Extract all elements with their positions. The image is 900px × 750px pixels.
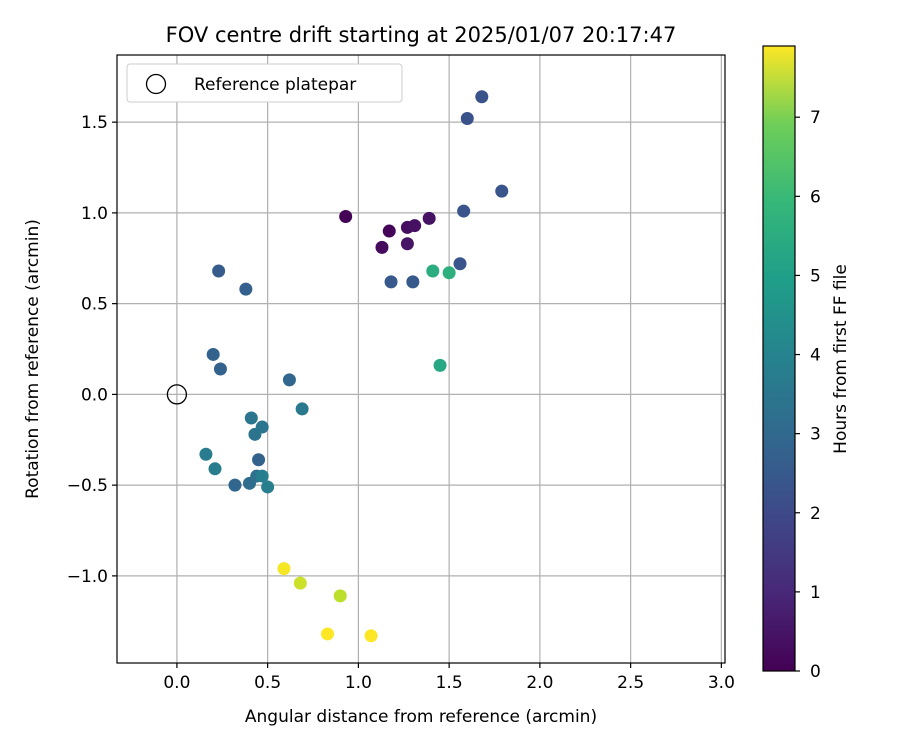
colorbar-ticks: 0 1 2 3 4 5 6 7 [795,108,821,682]
data-point [252,453,266,467]
colorbar-gradient [762,45,796,672]
data-point [375,240,389,254]
data-point [261,480,275,494]
data-point [208,462,222,476]
x-tick-label: 1.0 [345,673,372,693]
data-point [228,478,242,492]
colorbar-tick-label: 3 [810,425,821,445]
x-tick-label: 2.0 [526,673,553,693]
data-point [277,562,291,576]
data-point [255,469,269,483]
data-point [408,219,422,233]
data-point [282,373,296,387]
colorbar-tick-label: 4 [810,346,821,366]
data-point [206,347,220,361]
colorbar-tick-label: 1 [810,583,821,603]
colorbar-tick-label: 2 [810,504,821,524]
data-points [166,90,509,643]
x-tick-label: 2.5 [617,673,644,693]
y-tick-label: −1.0 [67,567,108,587]
data-point [213,362,227,376]
data-point [321,627,335,641]
data-point [406,275,420,289]
colorbar: 0 1 2 3 4 5 6 7 Hours from first FF file [762,45,851,682]
colorbar-tick-label: 7 [810,108,821,128]
plot-area-frame [116,54,726,664]
legend-reference-marker [145,73,167,95]
data-point [453,257,467,271]
x-axis-label: Angular distance from reference (arcmin) [245,707,597,727]
data-point [339,210,353,224]
data-point [244,411,258,425]
y-tick-label: 0.0 [81,385,108,405]
data-point [433,358,447,372]
reference-platepar-marker [166,384,188,405]
chart-title: FOV centre drift starting at 2025/01/07 … [166,23,677,47]
legend-label-reference-platepar: Reference platepar [194,75,356,95]
data-point [212,264,226,278]
y-tick-label: 0.5 [81,295,108,315]
data-point [255,420,269,434]
x-tick-label: 1.5 [436,673,463,693]
x-tick-label: 3.0 [708,673,735,693]
data-point [495,184,509,198]
data-point [295,402,309,416]
data-point [382,224,396,238]
data-point [364,629,378,643]
colorbar-tick-label: 5 [810,266,821,286]
colorbar-tick-label: 0 [810,662,821,682]
data-point [293,576,307,590]
data-point [426,264,440,278]
data-point [400,237,414,251]
y-tick-label: −0.5 [67,476,108,496]
x-tick-label: 0.0 [163,673,190,693]
data-point [475,90,489,104]
legend-box [126,63,403,103]
data-point [442,266,456,280]
legend: Reference platepar [126,63,403,103]
data-point [422,211,436,225]
colorbar-label: Hours from first FF file [831,264,851,454]
colorbar-tick-label: 6 [810,187,821,207]
y-tick-label: 1.5 [81,113,108,133]
data-point [460,112,474,126]
x-tick-label: 0.5 [254,673,281,693]
y-axis-label: Rotation from reference (arcmin) [23,219,43,499]
axis-ticks: 0.0 0.5 1.0 1.5 2.0 2.5 3.0 −1.0 −0.5 0.0 0.5 1.0 1.… [67,113,735,693]
data-point [333,589,347,603]
data-point [239,282,253,296]
data-point [384,275,398,289]
grid [117,55,725,663]
y-tick-label: 1.0 [81,204,108,224]
data-point [457,204,471,218]
data-point [199,447,213,461]
